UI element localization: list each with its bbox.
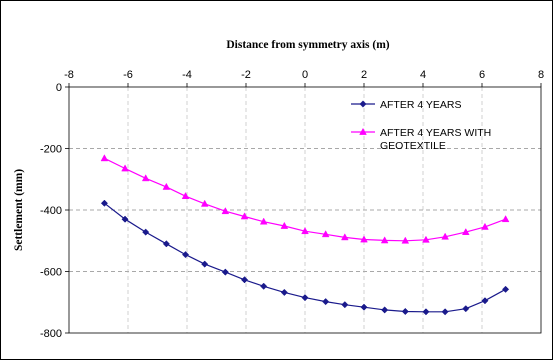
data-point-diamond (502, 285, 510, 293)
data-point-diamond (240, 276, 249, 284)
data-point-triangle (501, 215, 510, 223)
legend-label: AFTER 4 YEARS (380, 99, 462, 111)
data-point-triangle (441, 232, 449, 240)
data-point-triangle (360, 235, 368, 243)
y-tick-label: -800 (40, 328, 62, 340)
x-tick-label: 0 (302, 69, 308, 81)
x-tick-label: -6 (123, 69, 133, 81)
data-point-diamond (359, 100, 367, 108)
series-1 (100, 199, 510, 316)
x-tick-label: 4 (420, 69, 426, 81)
data-point-triangle (100, 154, 109, 162)
x-tick-label: -2 (241, 69, 251, 81)
x-tick-label: -8 (64, 69, 74, 81)
x-ticks: -8 -6 -4 -2 0 2 4 6 8 (64, 69, 544, 87)
data-point-triangle (321, 230, 330, 238)
data-point-triangle (401, 236, 410, 244)
legend: AFTER 4 YEARS AFTER 4 YEARS WITHGEOTEXTIL… (351, 99, 491, 152)
legend-label: GEOTEXTILE (380, 140, 446, 152)
x-axis-title: Distance from symmetry axis (m) (226, 39, 389, 51)
data-point-triangle (181, 192, 190, 200)
y-tick-label: -200 (40, 144, 62, 156)
data-point-triangle (380, 236, 389, 244)
legend-label: AFTER 4 YEARS WITH (380, 127, 491, 139)
data-point-triangle (121, 164, 129, 172)
data-point-diamond (142, 228, 150, 236)
data-point-triangle (301, 227, 309, 235)
data-point-triangle (221, 207, 230, 215)
data-point-diamond (301, 294, 309, 302)
data-point-diamond (481, 297, 489, 305)
data-point-diamond (162, 240, 170, 248)
data-point-diamond (280, 288, 288, 296)
data-point-triangle (481, 222, 489, 230)
y-tick-label: -400 (40, 205, 62, 217)
series-2 (100, 154, 510, 244)
data-point-triangle (162, 182, 171, 190)
x-tick-label: -4 (182, 69, 192, 81)
data-point-triangle (422, 235, 430, 243)
data-point-diamond (441, 308, 449, 316)
data-point-triangle (259, 217, 268, 225)
data-point-diamond (401, 307, 409, 316)
y-axis-title: Settlement (mm) (13, 169, 25, 251)
data-point-diamond (100, 199, 108, 207)
data-point-diamond (341, 301, 349, 309)
data-point-diamond (381, 306, 389, 314)
data-point-diamond (121, 215, 129, 223)
y-tick-label: -600 (40, 267, 62, 279)
gridlines (69, 87, 541, 333)
x-tick-label: 6 (479, 69, 485, 81)
legend-item: AFTER 4 YEARS (351, 99, 462, 111)
data-point-triangle (141, 174, 150, 182)
x-tick-label: 2 (361, 69, 367, 81)
data-point-diamond (201, 260, 209, 268)
data-point-diamond (322, 298, 330, 306)
series-layer (100, 154, 510, 316)
data-point-diamond (462, 305, 470, 313)
data-point-triangle (240, 212, 249, 220)
data-point-triangle (341, 233, 349, 241)
data-point-triangle (200, 199, 209, 207)
data-point-diamond (422, 308, 430, 316)
y-tick-label: 0 (56, 82, 62, 94)
x-tick-label: 8 (538, 69, 544, 81)
data-point-triangle (461, 228, 470, 235)
y-ticks: 0 -200 -400 -600 -800 (40, 82, 69, 340)
data-point-diamond (181, 251, 190, 259)
data-point-triangle (359, 127, 367, 135)
data-point-diamond (221, 268, 229, 276)
data-point-diamond (360, 303, 368, 311)
data-point-diamond (260, 282, 268, 290)
data-point-triangle (280, 221, 289, 229)
